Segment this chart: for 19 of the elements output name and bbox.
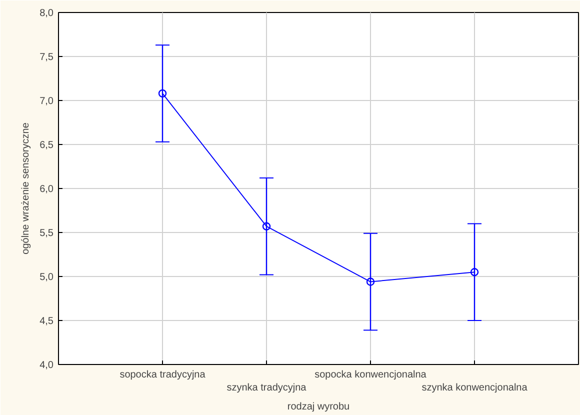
y-tick-label: 6,5 <box>40 140 54 151</box>
y-tick-label: 5,5 <box>40 228 54 239</box>
y-axis-title: ogólne wrażenie sensoryczne <box>20 122 32 254</box>
y-tick-label: 8,0 <box>40 8 54 19</box>
x-axis-title: rodzaj wyrobu <box>287 402 350 413</box>
x-tick-label: sopocka konwencjonalna <box>314 370 427 380</box>
y-tick-label: 4,5 <box>40 316 54 327</box>
point <box>158 89 167 98</box>
point <box>366 278 375 286</box>
y-tick-label: 5,0 <box>40 272 54 283</box>
point <box>262 222 271 230</box>
x-tick-label: szynka tradycyjna <box>226 382 307 394</box>
y-tick-label: 7,5 <box>40 52 54 63</box>
x-tick-label: szynka konwencjonalna <box>422 382 528 394</box>
point <box>470 268 479 276</box>
x-tick-label: sopocka tradycyjna <box>120 370 206 380</box>
y-tick-label: 4,0 <box>40 360 54 371</box>
y-tick-label: 7,0 <box>40 96 54 107</box>
y-tick-label: 6,0 <box>40 184 54 195</box>
